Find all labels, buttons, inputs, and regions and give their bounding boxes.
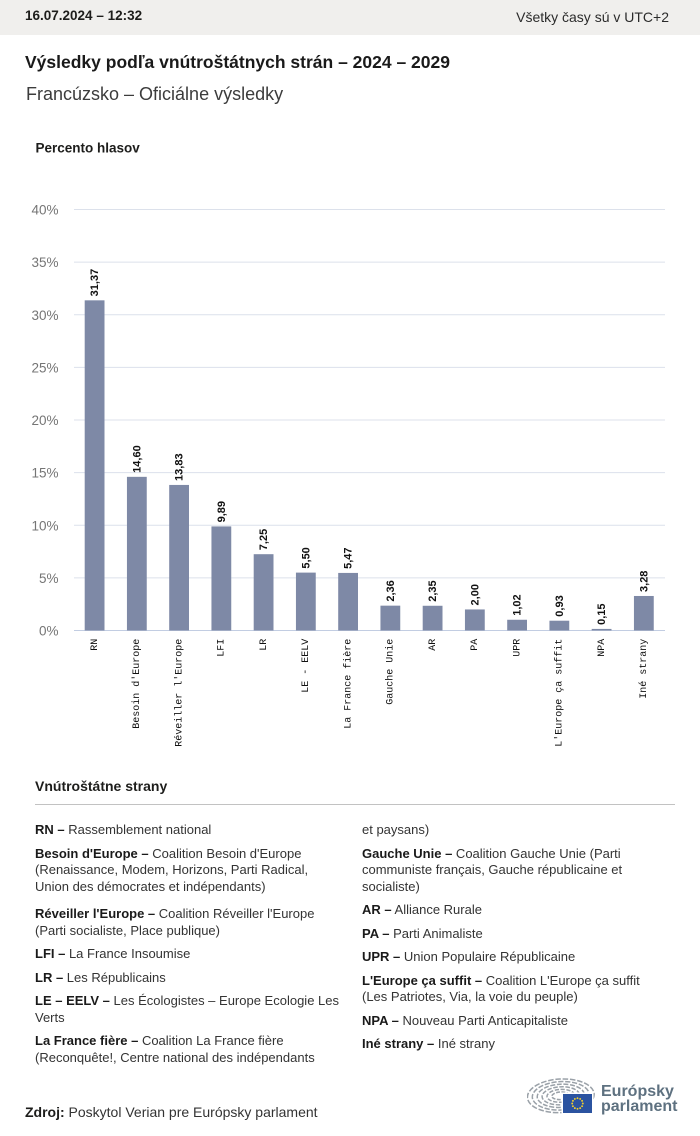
svg-text:2,00: 2,00 xyxy=(469,584,481,605)
svg-text:RN: RN xyxy=(90,639,101,651)
svg-text:5%: 5% xyxy=(39,571,59,586)
svg-text:PA: PA xyxy=(470,639,481,651)
svg-text:20%: 20% xyxy=(31,413,58,428)
svg-text:NPA: NPA xyxy=(597,639,608,657)
svg-text:2,36: 2,36 xyxy=(385,580,397,601)
svg-text:0%: 0% xyxy=(39,624,59,639)
svg-text:25%: 25% xyxy=(31,360,58,375)
svg-text:LE - EELV: LE - EELV xyxy=(301,639,312,693)
svg-text:10%: 10% xyxy=(31,518,58,533)
svg-text:14,60: 14,60 xyxy=(131,445,143,473)
svg-text:5,47: 5,47 xyxy=(343,548,355,569)
svg-text:LFI: LFI xyxy=(217,639,228,657)
svg-text:0,15: 0,15 xyxy=(596,603,608,624)
svg-text:1,02: 1,02 xyxy=(512,594,524,615)
svg-text:0,93: 0,93 xyxy=(554,595,566,616)
svg-text:15%: 15% xyxy=(31,466,58,481)
svg-text:La France fière: La France fière xyxy=(342,639,354,729)
svg-text:Percento hlasov: Percento hlasov xyxy=(36,141,141,156)
svg-text:2,35: 2,35 xyxy=(427,580,439,601)
svg-text:LR: LR xyxy=(259,639,270,651)
svg-text:31,37: 31,37 xyxy=(89,269,101,297)
svg-text:AR: AR xyxy=(428,639,439,651)
svg-text:30%: 30% xyxy=(31,308,58,323)
svg-text:13,83: 13,83 xyxy=(174,453,186,481)
svg-text:Iné strany: Iné strany xyxy=(638,639,650,699)
svg-text:9,89: 9,89 xyxy=(216,501,228,522)
svg-text:Besoin d'Europe: Besoin d'Europe xyxy=(131,639,143,729)
svg-text:L'Europe ça suffit: L'Europe ça suffit xyxy=(554,639,566,747)
svg-text:7,25: 7,25 xyxy=(258,529,270,550)
svg-text:5,50: 5,50 xyxy=(300,547,312,568)
svg-text:Réveiller l'Europe: Réveiller l'Europe xyxy=(173,639,185,747)
svg-text:40%: 40% xyxy=(31,203,58,218)
svg-text:3,28: 3,28 xyxy=(638,571,650,592)
svg-text:Gauche Unie: Gauche Unie xyxy=(385,639,397,705)
svg-text:35%: 35% xyxy=(31,255,58,270)
svg-text:UPR: UPR xyxy=(512,639,523,657)
